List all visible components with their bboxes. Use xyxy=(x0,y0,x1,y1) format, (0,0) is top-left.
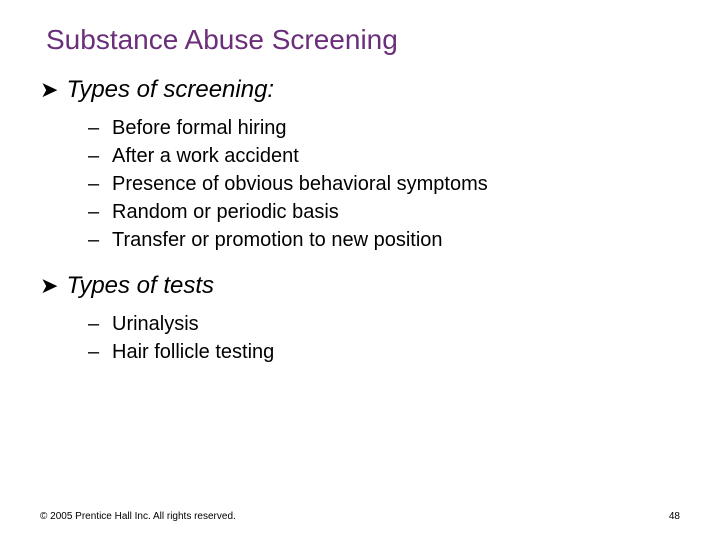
list-item: – After a work accident xyxy=(88,142,680,170)
list-item-text: Before formal hiring xyxy=(112,114,287,142)
dash-bullet-icon: – xyxy=(88,170,102,198)
section-2-items: – Urinalysis – Hair follicle testing xyxy=(88,310,680,366)
list-item-text: Random or periodic basis xyxy=(112,198,339,226)
arrow-bullet-icon: ➤ xyxy=(40,273,58,299)
section-heading-1: ➤ Types of screening: xyxy=(40,76,680,104)
dash-bullet-icon: – xyxy=(88,142,102,170)
section-1-items: – Before formal hiring – After a work ac… xyxy=(88,114,680,254)
list-item: – Random or periodic basis xyxy=(88,198,680,226)
copyright-text: © 2005 Prentice Hall Inc. All rights res… xyxy=(40,511,236,522)
list-item: – Hair follicle testing xyxy=(88,338,680,366)
list-item-text: After a work accident xyxy=(112,142,299,170)
list-item-text: Transfer or promotion to new position xyxy=(112,226,443,254)
slide-footer: © 2005 Prentice Hall Inc. All rights res… xyxy=(40,511,680,522)
section-heading-1-text: Types of screening: xyxy=(66,76,274,104)
list-item-text: Presence of obvious behavioral symptoms xyxy=(112,170,488,198)
dash-bullet-icon: – xyxy=(88,310,102,338)
section-heading-2: ➤ Types of tests xyxy=(40,272,680,300)
dash-bullet-icon: – xyxy=(88,226,102,254)
list-item-text: Hair follicle testing xyxy=(112,338,274,366)
list-item: – Before formal hiring xyxy=(88,114,680,142)
dash-bullet-icon: – xyxy=(88,114,102,142)
list-item-text: Urinalysis xyxy=(112,310,199,338)
page-number: 48 xyxy=(669,511,680,522)
arrow-bullet-icon: ➤ xyxy=(40,77,58,103)
list-item: – Presence of obvious behavioral symptom… xyxy=(88,170,680,198)
dash-bullet-icon: – xyxy=(88,198,102,226)
list-item: – Transfer or promotion to new position xyxy=(88,226,680,254)
slide-container: Substance Abuse Screening ➤ Types of scr… xyxy=(0,0,720,366)
section-heading-2-text: Types of tests xyxy=(66,272,214,300)
slide-title: Substance Abuse Screening xyxy=(46,24,680,56)
list-item: – Urinalysis xyxy=(88,310,680,338)
dash-bullet-icon: – xyxy=(88,338,102,366)
